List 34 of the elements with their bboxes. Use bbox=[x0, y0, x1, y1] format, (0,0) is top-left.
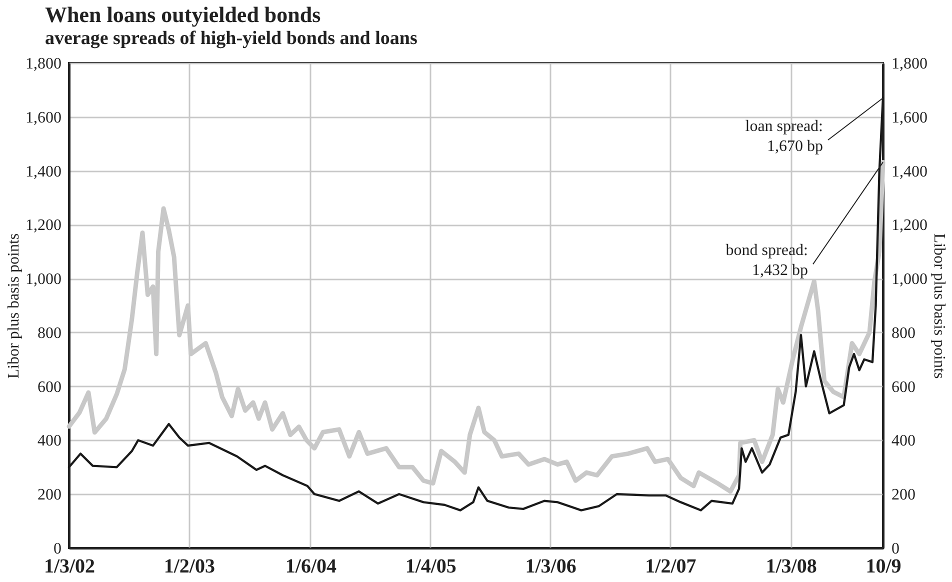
y2-axis-title: Libor plus basis points bbox=[930, 233, 948, 379]
y2-tick-label: 200 bbox=[892, 486, 916, 504]
x-tick-label: 1/3/08 bbox=[766, 556, 817, 578]
y-tick-label: 1,800 bbox=[26, 56, 62, 72]
x-tick-label: 1/2/03 bbox=[164, 556, 215, 578]
annotation: bond spread: 1,432 bp bbox=[726, 242, 808, 280]
y-tick-label: 1,200 bbox=[26, 217, 62, 234]
y-tick-label: 200 bbox=[38, 486, 62, 504]
y2-tick-label: 1,200 bbox=[892, 217, 928, 234]
y2-tick-label: 1,800 bbox=[892, 56, 928, 72]
y-tick-label: 1,600 bbox=[26, 109, 62, 126]
x-tick-label: 1/6/04 bbox=[285, 556, 337, 578]
x-tick-label: 1/2/07 bbox=[645, 556, 696, 578]
x-tick-label: 10/9 bbox=[866, 556, 902, 578]
x-tick-label: 1/4/05 bbox=[405, 556, 456, 578]
y-tick-label: 600 bbox=[38, 378, 62, 396]
y2-tick-label: 400 bbox=[892, 432, 916, 450]
y-tick-label: 0 bbox=[54, 540, 62, 558]
annotation: loan spread: 1,670 bp bbox=[745, 118, 823, 156]
y2-tick-label: 800 bbox=[892, 324, 916, 342]
x-tick-label: 1/3/06 bbox=[525, 556, 576, 578]
chart-subtitle: average spreads of high-yield bonds and loans bbox=[45, 28, 418, 49]
chart-title: When loans outyielded bonds bbox=[45, 2, 322, 27]
x-tick-label: 1/3/02 bbox=[44, 556, 96, 578]
y-tick-label: 1,000 bbox=[26, 271, 62, 288]
y2-tick-label: 600 bbox=[892, 378, 916, 396]
y-tick-label: 800 bbox=[38, 324, 62, 342]
y-tick-label: 1,400 bbox=[26, 163, 62, 180]
y2-tick-label: 1,000 bbox=[892, 271, 928, 288]
y2-tick-label: 1,600 bbox=[892, 109, 928, 126]
y-axis-title: Libor plus basis points bbox=[6, 233, 22, 379]
y2-tick-label: 1,400 bbox=[892, 163, 928, 180]
y2-tick-label: 0 bbox=[892, 540, 900, 558]
y-tick-label: 400 bbox=[38, 432, 62, 450]
